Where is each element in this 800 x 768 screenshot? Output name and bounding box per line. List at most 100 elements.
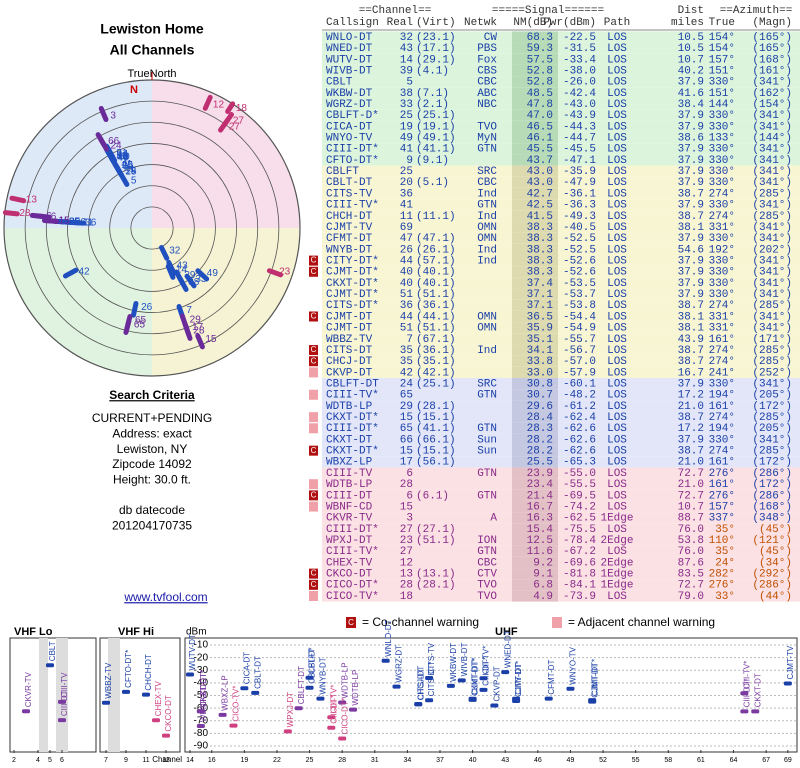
signal-mark <box>490 703 499 708</box>
cell: LOS <box>607 390 627 402</box>
nm-cell-bg <box>512 310 558 323</box>
cell: -45.5 <box>563 144 596 156</box>
nm-cell-bg <box>512 445 558 457</box>
cell: -74.2 <box>563 501 596 513</box>
cell: (41.1) <box>416 144 456 156</box>
cell: 38.1 <box>678 311 705 323</box>
x-tick-label: 67 <box>762 757 770 764</box>
cell: 330° <box>709 155 735 167</box>
row-bg <box>322 243 800 256</box>
cell: -53.5 <box>563 278 596 290</box>
polar-ring <box>109 185 195 271</box>
signal-mark <box>251 690 260 695</box>
cell: 65 <box>400 390 413 402</box>
row-bg <box>322 344 800 356</box>
legend-co-text: = Co-channel warning <box>362 615 479 629</box>
cell: -57.0 <box>563 356 596 368</box>
cell: 27 <box>400 524 413 536</box>
cell: WPXJ-DT <box>326 535 373 547</box>
cell: (341°) <box>752 311 792 323</box>
nm-cell-bg <box>512 221 558 233</box>
co-warning <box>309 568 318 579</box>
cell: 37.9 <box>678 233 704 245</box>
cell: 25 <box>400 166 413 178</box>
cell: 6 <box>406 468 413 480</box>
signal-mark <box>425 675 434 680</box>
cell: 330° <box>709 267 735 279</box>
signal-label: CICO-DT* <box>340 698 349 734</box>
cell: WGRZ-DT <box>326 99 373 111</box>
row-bg <box>322 467 800 479</box>
cell: CKXT-DT* <box>326 446 379 458</box>
group-header: ==Azimuth== <box>720 5 793 17</box>
cell: 26 <box>400 244 413 256</box>
y-tick-label: -30 <box>194 665 209 676</box>
cell: CITS-DT <box>326 345 373 357</box>
x-tick-label: 58 <box>664 757 672 764</box>
criteria-line: Height: 30.0 ft. <box>113 472 191 486</box>
link[interactable]: www.tvfool.com <box>123 590 207 604</box>
cell: 37.9 <box>678 177 704 189</box>
signal-label: CHCH-DT <box>144 654 153 691</box>
cell: 274° <box>709 300 735 312</box>
cell: 37.1 <box>527 300 554 312</box>
nm-cell-bg <box>512 76 558 88</box>
row-bg <box>322 433 800 446</box>
cell: LOS <box>607 479 627 491</box>
co-warning <box>309 579 318 590</box>
co-warning <box>309 345 318 356</box>
cell: 28.4 <box>527 412 554 424</box>
cell: CFMT-DT <box>326 233 373 245</box>
cell: GTN <box>477 144 497 156</box>
row-bg <box>322 322 800 334</box>
signal-label: CIII-TV <box>60 672 69 698</box>
polar-label: 42 <box>78 267 90 278</box>
cell: 39 <box>400 65 413 77</box>
cell: 41.5 <box>527 211 553 223</box>
cell: 29 <box>400 401 413 413</box>
cell: (341°) <box>752 323 792 335</box>
criteria-line: Zipcode 14092 <box>112 457 192 471</box>
cell: (51.1) <box>416 289 456 301</box>
polar-label: 25 <box>122 160 134 171</box>
column-header: Netwk <box>464 17 497 29</box>
adj-warning <box>309 479 318 490</box>
cell: CBLFT <box>326 166 359 178</box>
x-tick-label: 69 <box>784 757 792 764</box>
cell: CIII-DT* <box>326 423 379 435</box>
cell: OMN <box>477 233 497 245</box>
co-icon: C <box>311 267 317 276</box>
cell: (341°) <box>752 378 792 390</box>
x-tick-label: 7 <box>104 757 108 764</box>
cell: 276° <box>709 580 735 592</box>
cell: 40 <box>400 278 413 290</box>
signal-mark <box>186 672 194 677</box>
polar-label: 41 <box>121 159 133 170</box>
cell: 57.5 <box>527 54 553 66</box>
row-bg <box>322 176 800 188</box>
x-tick-label: 11 <box>142 757 149 764</box>
row-bg <box>322 53 800 65</box>
cell: 25.5 <box>527 457 553 469</box>
signal-label: CBLFT <box>308 648 317 673</box>
signal-mark <box>196 709 205 714</box>
cell: PBS <box>477 43 497 55</box>
cell: 12.5 <box>527 535 553 547</box>
cell: TVO <box>477 591 497 603</box>
nm-cell-bg <box>512 344 558 356</box>
cell: 17 <box>400 457 413 469</box>
nm-cell-bg <box>512 568 558 580</box>
cell: 5 <box>406 77 413 89</box>
cell: 38.3 <box>527 256 553 268</box>
signal-label: CITS-DT* <box>427 662 436 697</box>
cell: (162°) <box>752 88 792 100</box>
cell: CIII-DT* <box>326 524 379 536</box>
cell: 52.8 <box>527 77 553 89</box>
cell: (13.1) <box>416 569 456 581</box>
cell: 330° <box>709 233 735 245</box>
nm-cell-bg <box>512 489 558 501</box>
signal-mark <box>152 718 160 723</box>
cell: (11.1) <box>416 211 456 223</box>
cell: (161°) <box>752 65 792 77</box>
